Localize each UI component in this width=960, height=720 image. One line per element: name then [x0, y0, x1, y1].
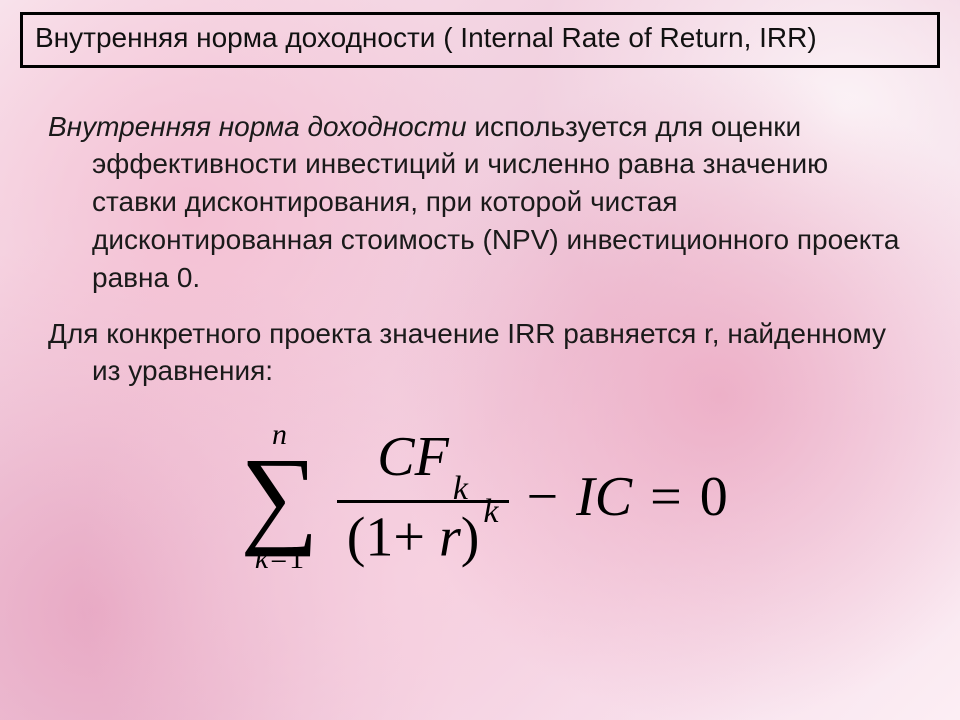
- equals-sign: =: [650, 465, 682, 529]
- slide-body: Внутренняя норма доходности используется…: [20, 108, 940, 574]
- fraction-numerator: CFk: [367, 427, 478, 496]
- minus-sign: −: [527, 465, 559, 529]
- summation: n ∑ k=1: [240, 420, 318, 574]
- fraction-denominator: (1+ r)k: [337, 507, 509, 568]
- slide-title: Внутренняя норма доходности ( Internal R…: [35, 21, 925, 55]
- paragraph-2: Для конкретного проекта значение IRR рав…: [48, 315, 920, 391]
- formula-tail: − IC = 0: [527, 465, 728, 529]
- zero: 0: [700, 465, 728, 529]
- fraction: CFk (1+ r)k: [337, 427, 509, 568]
- sum-lower-limit: k=1: [255, 544, 304, 574]
- paragraph-1-lead: Внутренняя норма доходности: [48, 111, 467, 142]
- sigma-symbol: ∑: [240, 450, 318, 544]
- paragraph-1: Внутренняя норма доходности используется…: [48, 108, 920, 297]
- slide: Внутренняя норма доходности ( Internal R…: [0, 0, 960, 720]
- irr-formula: n ∑ k=1 CFk (1+ r)k − IC =: [48, 420, 920, 574]
- ic-term: IC: [576, 465, 632, 529]
- title-box: Внутренняя норма доходности ( Internal R…: [20, 12, 940, 68]
